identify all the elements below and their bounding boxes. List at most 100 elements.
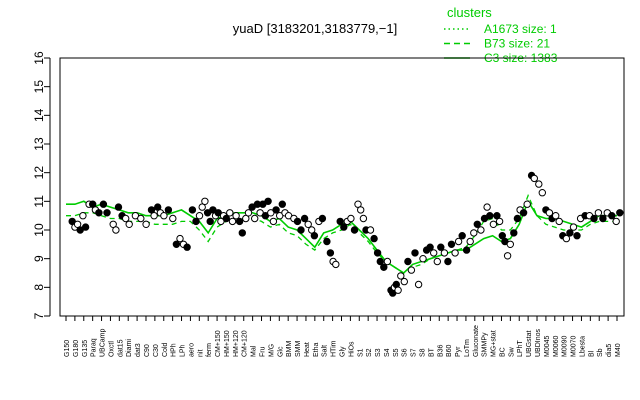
y-tick-label: 12	[32, 166, 46, 180]
data-point	[79, 212, 87, 220]
x-tick-label: M/G	[268, 344, 275, 357]
y-tick-label: 10	[32, 223, 46, 237]
x-tick-label: Diami	[126, 339, 133, 357]
data-point	[95, 209, 103, 217]
data-point	[454, 237, 463, 246]
data-point	[264, 197, 272, 206]
x-tick-label: LPhT	[517, 340, 524, 357]
data-point	[380, 263, 388, 271]
data-point	[400, 277, 408, 286]
data-point	[407, 266, 416, 274]
x-tick-label: HM+150	[224, 330, 231, 357]
x-tick-label: Mal	[251, 345, 258, 357]
x-tick-label: S2	[366, 348, 373, 357]
data-point	[612, 217, 620, 226]
data-point	[347, 214, 355, 223]
data-point	[489, 220, 498, 229]
x-tick-label: C90	[144, 344, 151, 357]
data-point	[566, 229, 574, 237]
data-point	[222, 214, 231, 223]
data-point	[188, 206, 197, 214]
data-point	[122, 214, 130, 223]
x-tick-label: Sw	[508, 346, 515, 357]
x-tick-label: HM+120	[233, 330, 240, 357]
x-tick-label: BT	[428, 347, 435, 357]
x-tick-label: MG+stat	[491, 330, 498, 357]
x-tick-label: SMMPy	[482, 332, 489, 357]
x-tick-label: CM+150	[215, 330, 222, 357]
data-point	[376, 257, 384, 266]
x-tick-label: M0090	[562, 335, 569, 357]
data-point	[555, 217, 563, 226]
data-point	[458, 232, 466, 240]
x-tick-label: LoTm	[464, 339, 471, 357]
x-tick-label: HPh	[171, 343, 178, 357]
data-point	[183, 243, 191, 251]
x-tick-label: aero	[188, 343, 195, 357]
data-point	[552, 212, 560, 220]
data-point	[569, 223, 578, 231]
data-point	[164, 206, 173, 214]
x-tick-label: HTim	[331, 340, 338, 357]
data-point	[590, 214, 598, 223]
x-tick-label: HiOs	[348, 341, 355, 357]
x-tick-label: BC	[499, 347, 506, 357]
y-tick-label: 13	[32, 137, 46, 151]
data-point	[357, 206, 365, 214]
data-point	[419, 255, 427, 263]
data-point	[340, 223, 348, 231]
x-tick-label: S6	[402, 348, 409, 357]
x-tick-label: ferm	[206, 343, 213, 357]
x-tick-label: M40	[615, 343, 622, 357]
data-point	[370, 234, 378, 243]
chart-title: yuaD [3183201,3183779,−1]	[233, 21, 397, 36]
x-tick-label: Oxctl	[108, 341, 115, 357]
x-tick-label: Gly	[340, 346, 347, 357]
y-tick-label: 9	[32, 255, 46, 262]
x-tick-label: G180	[73, 340, 80, 357]
data-point	[150, 212, 158, 220]
data-point	[293, 217, 302, 226]
x-tick-label: UBDInos	[535, 328, 542, 357]
x-tick-label: S5	[393, 348, 400, 357]
legend-entry: A1673 size: 1	[484, 22, 557, 36]
data-point	[440, 249, 449, 257]
x-tick-label: Lbesta	[579, 336, 586, 357]
data-point	[447, 240, 456, 249]
series-lines	[66, 193, 617, 275]
x-tick-label: G150	[64, 340, 71, 357]
data-point	[300, 214, 309, 223]
x-tick-label: LPh	[180, 344, 187, 357]
x-tick-label: CM+120	[242, 330, 249, 357]
data-point	[462, 246, 471, 254]
data-point	[125, 220, 133, 229]
data-point	[383, 257, 392, 266]
data-point	[562, 234, 571, 243]
x-tick-label: Fru	[260, 346, 267, 357]
y-tick-label: 8	[32, 284, 46, 291]
data-point	[506, 240, 514, 249]
series-line-dashed	[66, 193, 617, 274]
data-point	[523, 200, 531, 208]
data-point	[483, 203, 491, 211]
data-point	[332, 260, 340, 269]
x-tick-label: M0060	[553, 335, 560, 357]
x-tick-label: B36	[437, 344, 444, 357]
data-point	[573, 232, 581, 240]
x-tick-label: dia5	[606, 344, 613, 357]
data-point	[142, 220, 150, 229]
data-point	[318, 214, 327, 223]
x-tick-label: Salt	[322, 345, 329, 357]
data-point	[366, 226, 375, 234]
data-point	[477, 226, 485, 234]
data-point	[278, 200, 286, 208]
data-point	[404, 257, 412, 266]
data-point	[198, 203, 206, 211]
x-tick-label: Cold	[162, 342, 169, 357]
data-point	[510, 229, 518, 237]
x-tick-label: S8	[419, 348, 426, 357]
x-tick-label: S4	[384, 348, 391, 357]
data-point	[114, 203, 123, 211]
